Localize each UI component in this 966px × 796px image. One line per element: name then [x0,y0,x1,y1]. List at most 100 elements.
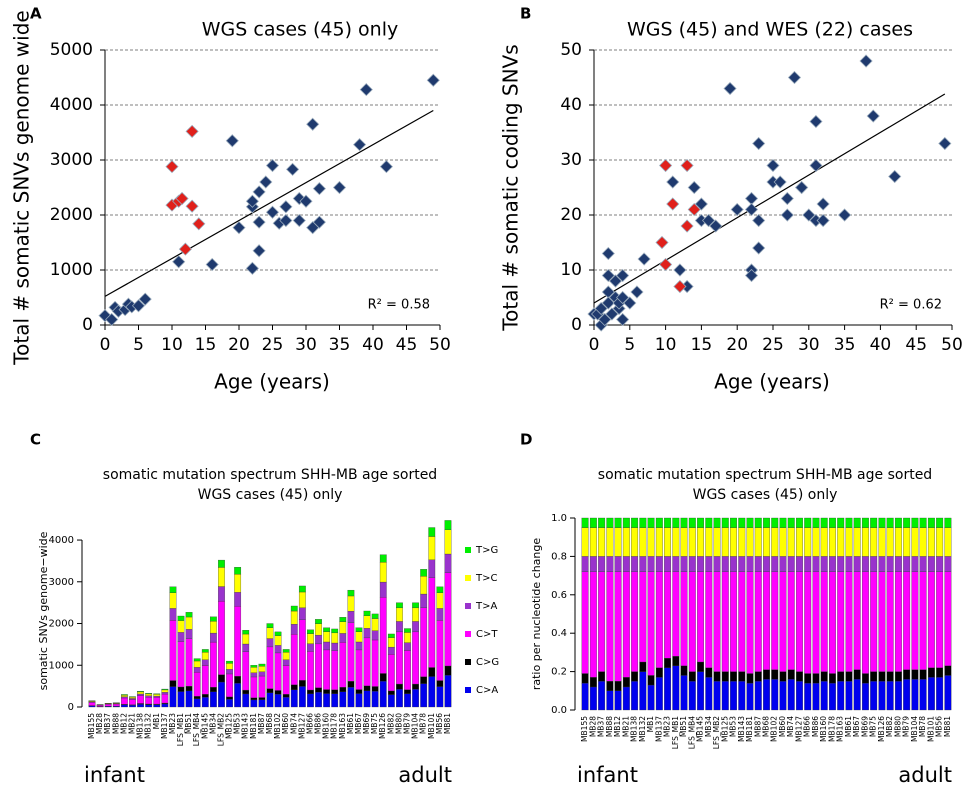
bar-segment [226,669,233,675]
bar-segment [820,517,828,528]
x-tick-label: MB125 [720,716,729,742]
y-tick-label: 0.8 [551,551,567,562]
bar-segment [845,671,853,682]
bar-segment [177,691,185,708]
x-tick-label: LFS_MB2 [216,713,225,746]
x-tick-label: MB66 [305,713,314,734]
x-tick-label: MB145 [200,713,209,739]
bar-segment [258,665,266,672]
bar-segment [837,517,845,528]
bar-segment [153,694,161,697]
data-point [172,255,186,269]
bar-segment [444,529,452,555]
bar-segment [234,567,242,575]
bar-segment [290,624,298,635]
x-tick-label: MB28 [95,713,104,734]
bar-segment [804,527,812,557]
bar-segment [746,682,754,711]
bar-segment [169,680,177,687]
x-tick-label: MB86 [811,716,820,737]
x-tick-label: MB137 [654,716,663,742]
bar-segment [444,520,452,530]
data-point [888,169,902,184]
bar-segment [209,621,217,634]
bar-segment [396,621,403,633]
bar-segment [861,556,869,572]
bar-segment [282,697,290,708]
bar-segment [746,527,754,557]
bar-segment [169,686,177,708]
bar-segment [886,556,894,572]
bar-segment [598,517,606,528]
bar-segment [589,677,597,688]
bar-segment [177,615,185,621]
data-point [744,202,759,217]
bar-segment [606,571,614,682]
x-tick-label: LFS_MB1 [671,716,680,749]
x-tick-label: MB143 [737,716,746,742]
bar-segment [339,617,347,622]
bar-segment [266,638,274,648]
x-tick-label: 5 [133,335,144,355]
data-point [286,162,300,176]
left-note: infant [84,763,145,787]
bar-segment [218,601,225,675]
bar-segment [436,620,444,681]
y-tick-label: 0 [82,315,93,335]
bar-segment [250,697,258,701]
bar-segment [680,556,688,572]
bar-segment [754,556,762,572]
data-point [766,158,780,173]
bar-segment [886,517,894,528]
data-point [185,199,199,213]
data-point [787,70,802,85]
y-axis-label: Total # somatic SNVs genome wide [10,10,34,365]
bar-segment [622,571,630,678]
bar-segment [763,571,770,670]
y-tick-label: 0.6 [551,590,567,601]
x-tick-label: 45 [396,335,418,355]
bar-segment [779,556,787,572]
data-point [673,263,687,277]
bar-segment [363,615,371,629]
bar-segment [396,683,403,690]
bar-segment [655,527,663,557]
bar-segment [639,671,647,711]
bar-segment [347,611,355,624]
data-point [659,257,673,272]
bar-segment [664,571,672,659]
x-tick-label: 0 [589,335,600,355]
x-tick-label: MB69 [860,716,869,737]
bar-segment [347,589,355,597]
bar-segment [436,686,444,708]
bar-segment [763,556,770,572]
bar-segment [339,633,347,643]
bar-segment [911,556,919,572]
bar-segment [274,694,282,708]
bar-segment [944,675,952,711]
bar-segment [436,608,444,621]
bar-segment [404,693,411,708]
bar-segment [339,691,347,708]
bar-segment [894,527,902,557]
bar-segment [258,663,266,667]
bar-segment [705,571,713,668]
x-tick-label: MB60 [778,716,787,737]
bar-segment [861,673,869,684]
bar-segment [371,639,379,687]
bar-segment [428,577,436,668]
bar-segment [379,554,387,563]
y-tick-label: 2000 [50,205,93,225]
x-tick-label: MB28 [588,716,597,737]
x-tick-label: MB160 [322,713,331,739]
bar-segment [903,527,911,557]
data-point [655,235,669,250]
bar-segment [639,556,647,572]
bar-segment [137,704,144,708]
bar-segment [218,586,225,602]
bar-segment [820,571,828,672]
y-tick-label: 10 [560,260,582,280]
bar-segment [927,571,935,668]
bar-segment [315,619,322,624]
bar-segment [919,669,927,680]
